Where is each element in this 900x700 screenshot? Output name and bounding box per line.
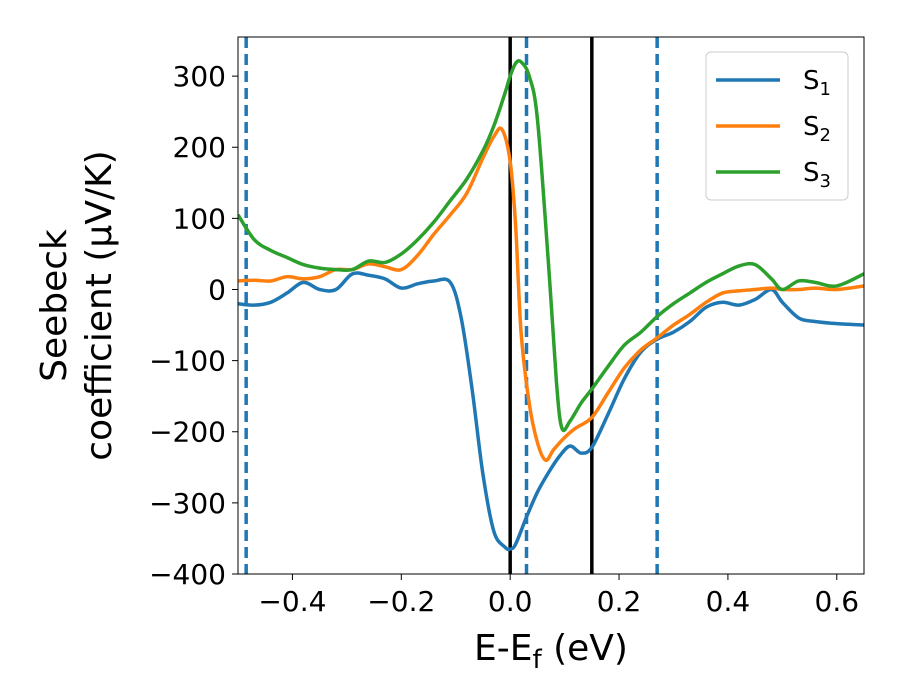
legend-label-s3: S3 (803, 158, 831, 192)
y-tick-label: −300 (149, 487, 226, 520)
x-axis-label: E-Ef (eV) (474, 628, 628, 675)
x-tick-label: 0.2 (597, 585, 642, 618)
y-axis-label-line1: Seebeck (34, 229, 75, 382)
legend-label-s1: S1 (803, 66, 831, 100)
reference-lines (244, 37, 659, 574)
y-tick-label: 0 (208, 273, 226, 306)
x-axis-ticks: −0.4 −0.2 0.0 0.2 0.4 0.6 (258, 574, 859, 618)
y-tick-label: 100 (173, 202, 226, 235)
x-tick-label: 0.0 (488, 585, 533, 618)
x-tick-label: 0.6 (815, 585, 860, 618)
y-axis-ticks: −400 −300 −200 −100 0 100 200 300 (149, 60, 238, 591)
y-tick-label: −200 (149, 416, 226, 449)
y-tick-label: 300 (173, 60, 226, 93)
legend: S1 S2 S3 (705, 51, 849, 201)
y-tick-label: −100 (149, 345, 226, 378)
y-tick-label: −400 (149, 558, 226, 591)
y-tick-label: 200 (173, 131, 226, 164)
series-line-s1 (238, 271, 864, 552)
series-line-s3 (238, 59, 864, 433)
x-tick-label: 0.4 (706, 585, 751, 618)
plot-frame (237, 36, 865, 575)
y-axis-label-line2: coefficient (μV/K) (79, 150, 120, 460)
x-tick-label: −0.4 (258, 585, 326, 618)
legend-label-s2: S2 (803, 112, 831, 146)
x-tick-label: −0.2 (367, 585, 435, 618)
data-series (238, 59, 864, 552)
